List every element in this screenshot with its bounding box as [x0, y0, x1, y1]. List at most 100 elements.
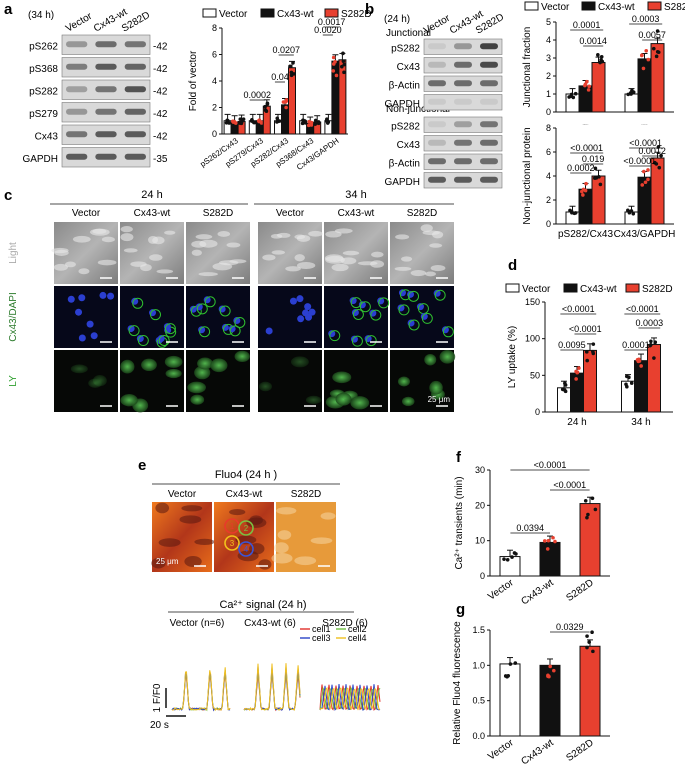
- blot-band: [124, 86, 146, 93]
- column-label: Cx43-wt: [134, 208, 171, 219]
- data-point: [325, 117, 329, 122]
- data-point: [590, 496, 595, 501]
- cx43-signal: [421, 312, 433, 324]
- p-value-label: 0.0003: [632, 14, 660, 24]
- blot-band: [428, 176, 446, 183]
- data-point: [644, 48, 649, 53]
- blot-band: [66, 153, 88, 160]
- cx43-signal: [229, 325, 241, 337]
- blot-band-label: Cx43: [35, 131, 59, 142]
- data-point: [309, 120, 314, 125]
- blot-band: [428, 61, 446, 68]
- y-tick-label: 1.5: [472, 625, 485, 635]
- cx43-signal: [378, 297, 390, 309]
- data-point: [284, 105, 288, 110]
- cx43-signal: [199, 326, 211, 338]
- cell-shape: [64, 261, 76, 268]
- data-point: [587, 640, 591, 644]
- bar: [591, 62, 606, 113]
- p-value-label: <0.0001: [562, 304, 595, 314]
- data-point: [599, 55, 604, 59]
- blot-band: [124, 63, 146, 70]
- cell-shape: [226, 242, 241, 248]
- data-point: [636, 357, 641, 362]
- legend-swatch: [625, 283, 640, 293]
- blot-band: [480, 121, 498, 128]
- data-point: [642, 169, 646, 174]
- cx43-signal: [359, 301, 371, 313]
- blot-band: [454, 43, 472, 50]
- data-point: [510, 555, 514, 559]
- p-value-label: 0.0095: [558, 340, 586, 350]
- micrograph: [120, 286, 184, 348]
- cell-shape: [357, 261, 378, 266]
- data-point: [590, 630, 594, 635]
- roi-label: 4: [244, 545, 249, 554]
- cell-shape: [325, 255, 345, 264]
- x-tick-label: 24 h: [567, 417, 586, 428]
- blot-kda: -42: [153, 109, 168, 120]
- data-point: [563, 389, 568, 394]
- y-tick-label: 0.0: [472, 731, 485, 741]
- p-value-label: 0.0001: [622, 340, 650, 350]
- y-tick-label: 0: [535, 407, 540, 417]
- data-point: [583, 188, 588, 193]
- data-point: [227, 121, 231, 125]
- bar: [634, 360, 648, 413]
- p-value-label: 0.0329: [556, 622, 584, 632]
- data-point: [275, 116, 280, 121]
- cell-shape: [371, 251, 384, 258]
- x-tick-label: Cx43/GAPDH: [614, 229, 676, 240]
- calcium-trace: [243, 672, 301, 712]
- cell-shape: [152, 236, 165, 245]
- legend-d: Vector Cx43-wt S282D: [505, 283, 673, 295]
- trace-legend-label: cell4: [348, 633, 367, 643]
- data-point: [291, 61, 295, 65]
- legend-label: Cx43-wt: [580, 284, 617, 295]
- blot-band: [454, 139, 472, 146]
- cx43-signal: [158, 334, 170, 346]
- p-value-label: 0.0002: [567, 163, 595, 173]
- nucleus: [297, 315, 305, 323]
- blot-band: [480, 61, 498, 68]
- trace-y-scale-label: 1 F/F0: [152, 683, 163, 712]
- data-point: [585, 645, 589, 650]
- panel-e-fluo4-images: Fluo4 (24 h ) Vector Cx43-wt S282D 25 μm 1 234: [151, 469, 340, 572]
- blot-band: [454, 98, 472, 105]
- panel-e-ca-signal-traces: Ca²⁺ signal (24 h) Vector (n=6) Cx43-wt (6…: [150, 599, 381, 731]
- legend-label: Cx43-wt: [598, 2, 635, 13]
- data-point: [631, 90, 636, 94]
- cx43-signal: [370, 309, 382, 321]
- blot-band: [480, 80, 498, 87]
- cell-shape: [270, 233, 283, 239]
- panel-letter-c: c: [4, 187, 12, 204]
- column-label: Vector: [168, 489, 197, 500]
- x-tick-label: pS282/Cx43: [558, 229, 613, 240]
- trace-legend-label: cell3: [312, 633, 331, 643]
- cell-shape: [249, 515, 263, 525]
- nucleus: [78, 294, 86, 302]
- ly-cell: [350, 396, 370, 410]
- ly-cell: [258, 381, 273, 392]
- data-point: [571, 95, 576, 100]
- data-point: [657, 165, 662, 170]
- cell-shape: [310, 537, 333, 544]
- data-point: [232, 119, 237, 124]
- legend-top-b: Vector Cx43-wt S282D: [524, 1, 685, 13]
- ly-cell: [88, 378, 103, 388]
- y-axis-label: Ca²⁺ transients (min): [454, 476, 465, 569]
- y-tick-label: 2: [546, 71, 551, 81]
- roi-circle: [238, 541, 254, 557]
- blot-band-label: pS282: [391, 121, 420, 132]
- cell-shape: [294, 234, 306, 240]
- panel-letter-g: g: [456, 601, 465, 618]
- p-value-label: <0.0001: [623, 156, 656, 166]
- data-point: [583, 498, 588, 503]
- nucleus: [308, 308, 316, 316]
- y-tick-label: 8: [212, 23, 217, 33]
- cell-shape: [199, 239, 218, 248]
- blot-band: [428, 43, 446, 50]
- data-point: [573, 91, 578, 96]
- cell-shape: [158, 538, 181, 547]
- data-point: [560, 387, 565, 392]
